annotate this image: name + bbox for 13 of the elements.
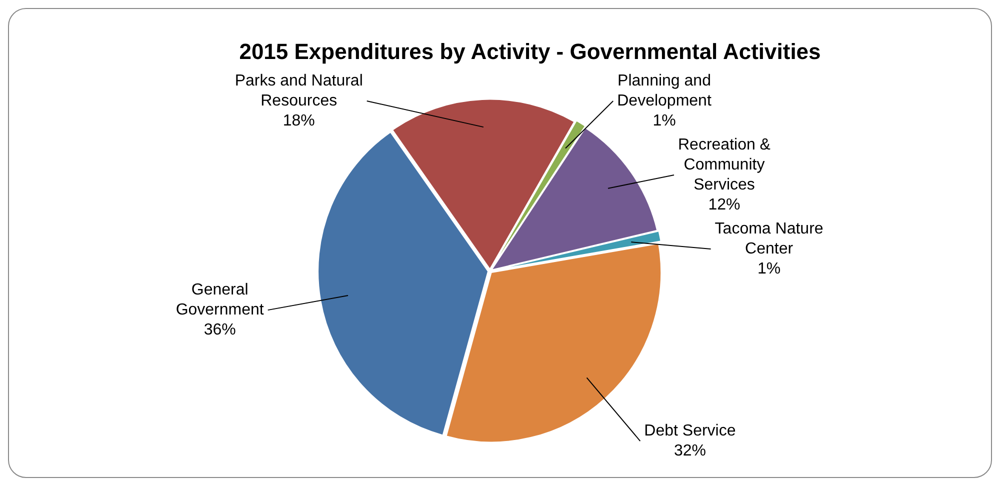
slice-label: Planning and Development bbox=[617, 72, 712, 110]
slice-label: Parks and Natural Resources bbox=[234, 72, 363, 110]
chart-title: 2015 Expenditures by Activity - Governmental Activities bbox=[238, 38, 822, 66]
data-label: 36% bbox=[204, 321, 236, 338]
data-label: 12% bbox=[708, 196, 740, 214]
slice-label: Recreation & Community Services bbox=[678, 136, 771, 194]
slice-label: Tacoma Nature Center bbox=[714, 220, 824, 258]
slice-label: General Government bbox=[176, 281, 264, 318]
data-label: 1% bbox=[757, 260, 781, 278]
data-label: 18% bbox=[282, 112, 315, 130]
data-label: 32% bbox=[674, 442, 706, 460]
slice-label: Debt Service bbox=[644, 422, 736, 440]
data-label: 1% bbox=[652, 112, 676, 130]
